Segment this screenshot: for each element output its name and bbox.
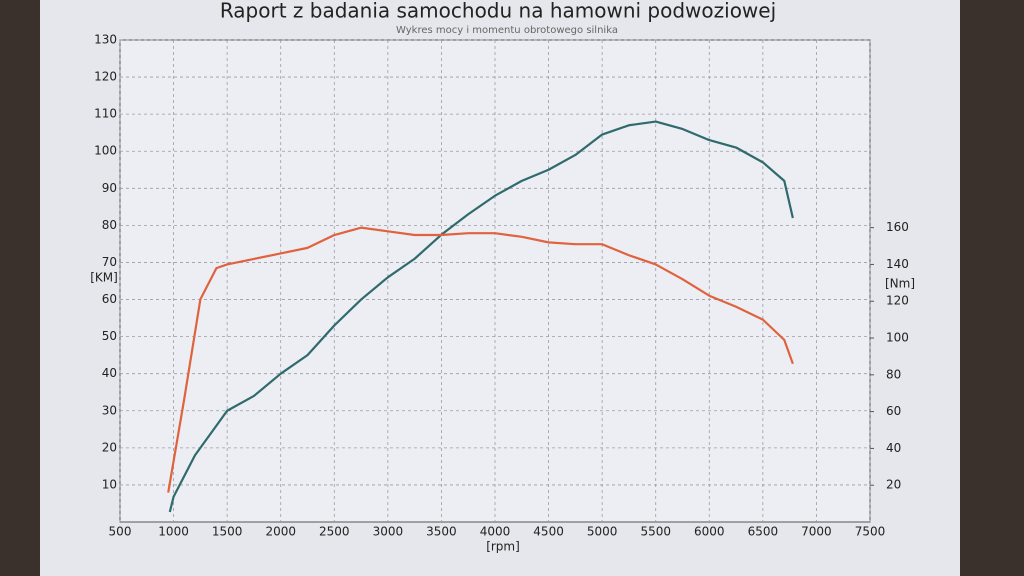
x-tick-label: 6500 bbox=[748, 525, 779, 539]
y-tick-label: 90 bbox=[102, 181, 117, 195]
y-tick-label: 120 bbox=[94, 70, 117, 84]
y-tick-label: 110 bbox=[94, 107, 117, 121]
y-tick-label: 70 bbox=[102, 255, 117, 269]
x-tick-label: 3500 bbox=[426, 525, 457, 539]
y-tick-label: 60 bbox=[102, 292, 117, 306]
y-axis-label: [KM] bbox=[90, 271, 118, 285]
x-tick-label: 5000 bbox=[587, 525, 618, 539]
y2-axis-label: [Nm] bbox=[885, 277, 915, 291]
chart-title: Raport z badania samochodu na hamowni po… bbox=[220, 0, 776, 23]
y-tick-label: 30 bbox=[102, 403, 117, 417]
x-tick-label: 1500 bbox=[212, 525, 243, 539]
x-tick-label: 7000 bbox=[801, 525, 832, 539]
y-tick-label: 50 bbox=[102, 329, 117, 343]
x-tick-label: 3000 bbox=[373, 525, 404, 539]
chart-subtitle: Wykres mocy i momentu obrotowego silnika bbox=[396, 25, 618, 36]
y2-tick-label: 160 bbox=[886, 220, 909, 234]
x-tick-label: 6000 bbox=[694, 525, 725, 539]
x-tick-label: 7500 bbox=[855, 525, 886, 539]
y2-tick-label: 100 bbox=[886, 331, 909, 345]
x-tick-label: 4500 bbox=[533, 525, 564, 539]
x-tick-label: 5500 bbox=[640, 525, 671, 539]
y-tick-label: 100 bbox=[94, 144, 117, 158]
y2-tick-label: 20 bbox=[886, 478, 901, 492]
x-tick-label: 1000 bbox=[158, 525, 189, 539]
y-tick-label: 20 bbox=[102, 440, 117, 454]
x-axis-label: [rpm] bbox=[486, 540, 520, 554]
y-tick-label: 10 bbox=[102, 477, 117, 491]
x-tick-label: 2000 bbox=[265, 525, 296, 539]
y2-tick-label: 40 bbox=[886, 441, 901, 455]
y-tick-label: 40 bbox=[102, 366, 117, 380]
y2-tick-label: 80 bbox=[886, 367, 901, 381]
series-line bbox=[167, 226, 794, 493]
x-tick-label: 500 bbox=[109, 525, 132, 539]
x-tick-label: 4000 bbox=[480, 525, 511, 539]
y-tick-label: 130 bbox=[94, 33, 117, 47]
y-tick-label: 80 bbox=[102, 218, 117, 232]
series-line bbox=[168, 120, 794, 513]
y2-tick-label: 140 bbox=[886, 257, 909, 271]
x-tick-label: 2500 bbox=[319, 525, 350, 539]
y2-tick-label: 60 bbox=[886, 404, 901, 418]
y2-tick-label: 120 bbox=[886, 294, 909, 308]
